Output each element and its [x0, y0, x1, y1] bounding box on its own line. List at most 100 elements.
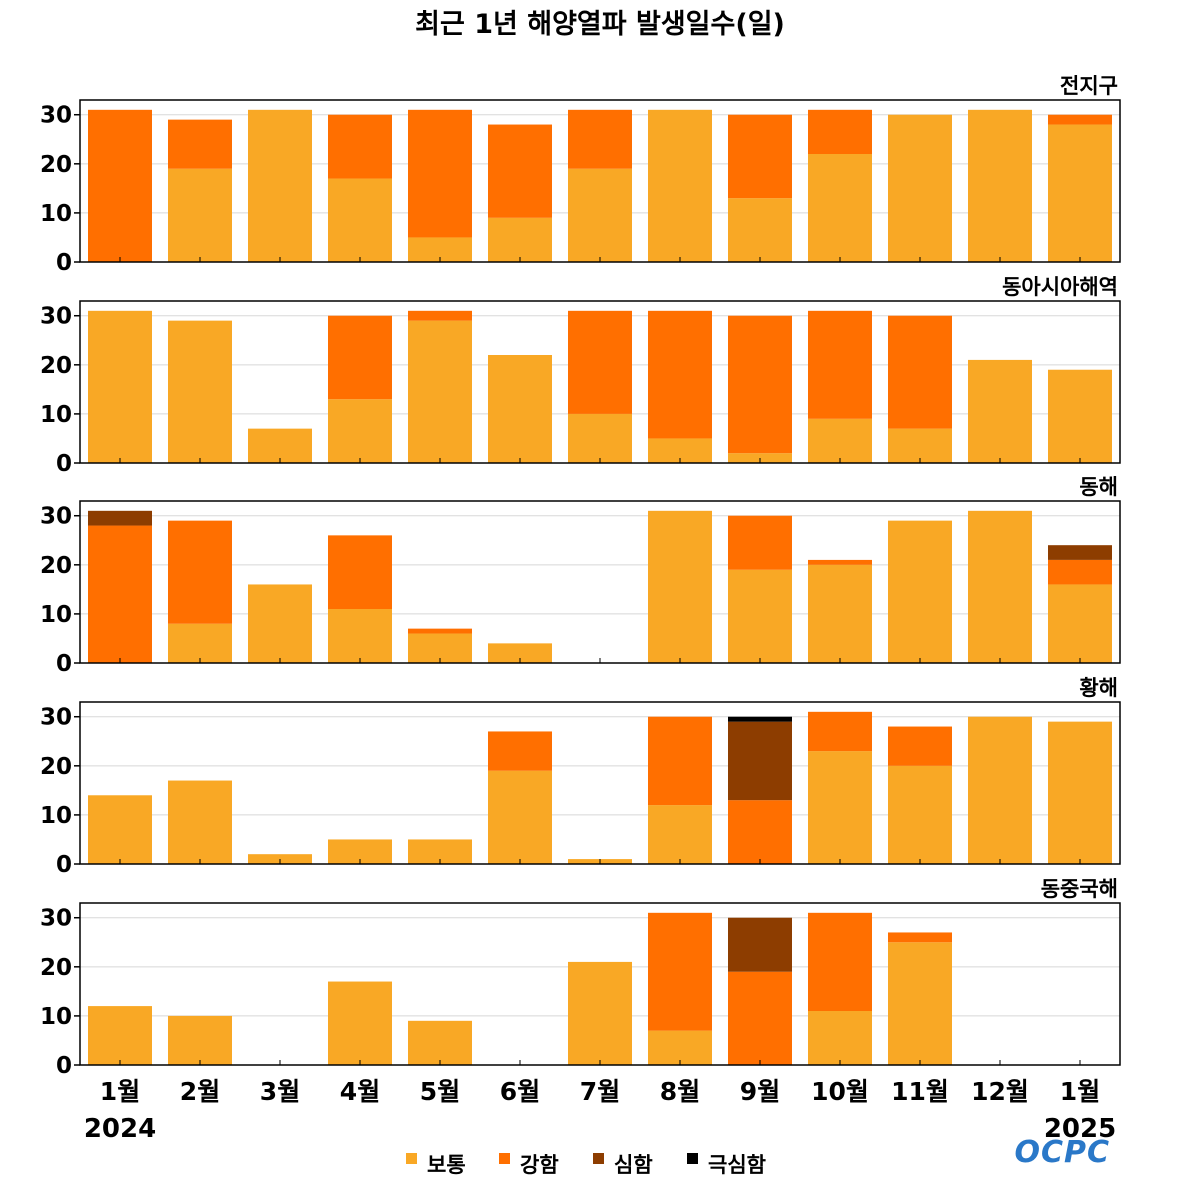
chart-title: 최근 1년 해양열파 발생일수(일) [415, 9, 785, 40]
bar-심함-9 [728, 721, 792, 801]
panel-frame [79, 701, 1121, 865]
legend-swatch-강함 [499, 1153, 510, 1164]
year-label-start: 2024 [84, 1114, 156, 1144]
bar-강함-13 [1048, 114, 1112, 125]
bar-보통-6 [488, 355, 552, 463]
bar-강함-9 [728, 315, 792, 454]
bar-보통-2 [168, 623, 232, 663]
bar-강함-8 [648, 310, 712, 439]
bar-보통-6 [488, 643, 552, 663]
bar-보통-2 [168, 320, 232, 463]
bar-강함-10 [808, 310, 872, 419]
region-label: 동해 [1079, 475, 1118, 499]
bar-보통-10 [808, 1011, 872, 1065]
panel-1: 전지구 0 10 20 30 [40, 74, 1121, 276]
bar-보통-3 [248, 428, 312, 463]
bar-보통-3 [248, 584, 312, 663]
bar-보통-13 [1048, 124, 1112, 262]
bar-심함-1 [88, 510, 152, 526]
bar-극심함-9 [728, 716, 792, 722]
y-tick-label: 30 [40, 103, 72, 129]
bar-보통-1 [88, 1006, 152, 1065]
x-tick-label: 5월 [420, 1077, 460, 1106]
bar-강함-10 [808, 559, 872, 565]
bar-강함-5 [408, 628, 472, 634]
bar-강함-11 [888, 315, 952, 429]
bar-보통-4 [328, 981, 392, 1065]
y-tick-label: 10 [40, 201, 72, 227]
bar-강함-1 [88, 109, 152, 263]
y-tick-label: 0 [56, 250, 72, 276]
x-tick-label: 3월 [260, 1077, 300, 1106]
y-tick-label: 0 [56, 1053, 72, 1079]
bar-강함-11 [888, 726, 952, 766]
y-tick-label: 0 [56, 651, 72, 677]
bar-강함-5 [408, 109, 472, 238]
region-label: 전지구 [1060, 74, 1118, 98]
panel-4: 황해 0 10 20 30 [40, 676, 1121, 878]
bar-보통-2 [168, 168, 232, 262]
y-tick-label: 20 [40, 553, 72, 579]
bar-보통-3 [248, 109, 312, 263]
bar-보통-4 [328, 399, 392, 463]
bar-강함-6 [488, 124, 552, 218]
bar-강함-9 [728, 800, 792, 864]
bar-강함-11 [888, 932, 952, 943]
legend-swatch-보통 [406, 1153, 417, 1164]
legend-swatch-극심함 [687, 1153, 698, 1164]
y-tick-label: 30 [40, 705, 72, 731]
bar-보통-13 [1048, 369, 1112, 463]
bar-보통-4 [328, 178, 392, 262]
x-axis: 1월 2월 3월 4월 5월 6월 7월 8월 9월 10월 11월 12월 1월 2024 2025 [84, 1077, 1116, 1144]
bar-보통-10 [808, 751, 872, 864]
panel-frame [79, 902, 1121, 1066]
panel-5: 동중국해 0 10 20 30 [40, 877, 1121, 1079]
bar-강함-2 [168, 119, 232, 169]
bar-보통-1 [88, 795, 152, 864]
y-tick-label: 20 [40, 955, 72, 981]
bar-강함-8 [648, 912, 712, 1031]
bar-보통-9 [728, 198, 792, 262]
bar-강함-4 [328, 114, 392, 179]
ocpc-logo: OCPC [1014, 1135, 1110, 1170]
bar-심함-9 [728, 917, 792, 972]
bar-보통-7 [568, 413, 632, 463]
x-tick-label: 9월 [740, 1077, 780, 1106]
bar-보통-10 [808, 418, 872, 463]
bar-심함-13 [1048, 545, 1112, 560]
y-tick-label: 20 [40, 152, 72, 178]
legend: 보통 강함 심함 극심함 [406, 1153, 766, 1177]
bar-보통-2 [168, 780, 232, 864]
legend-swatch-심함 [593, 1153, 604, 1164]
x-tick-label: 1월 [100, 1077, 140, 1106]
y-tick-label: 30 [40, 304, 72, 330]
x-tick-label: 11월 [891, 1077, 949, 1106]
legend-label: 심함 [614, 1153, 653, 1177]
bar-보통-6 [488, 770, 552, 864]
panel-frame [79, 500, 1121, 664]
x-tick-label: 2월 [180, 1077, 220, 1106]
region-label: 황해 [1079, 676, 1118, 700]
x-tick-label: 7월 [580, 1077, 620, 1106]
bar-보통-10 [808, 564, 872, 663]
region-label: 동아시아해역 [1002, 275, 1118, 299]
y-tick-label: 0 [56, 451, 72, 477]
bar-강함-9 [728, 515, 792, 570]
panel-2: 동아시아해역 0 10 20 30 [40, 275, 1121, 477]
y-tick-label: 30 [40, 504, 72, 530]
chart-panels: 전지구 0 10 20 30 동아시아해역 0 10 20 30 동해 0 10 20 30 황해 0 10 20 3… [40, 74, 1121, 1079]
bar-보통-8 [648, 805, 712, 864]
bar-보통-8 [648, 1030, 712, 1065]
legend-label: 보통 [427, 1153, 466, 1177]
bar-보통-9 [728, 569, 792, 663]
y-tick-label: 20 [40, 754, 72, 780]
bar-강함-10 [808, 912, 872, 1011]
x-tick-label: 8월 [660, 1077, 700, 1106]
y-tick-label: 10 [40, 1004, 72, 1030]
bar-보통-4 [328, 609, 392, 663]
bar-보통-1 [88, 310, 152, 463]
bar-강함-10 [808, 109, 872, 154]
panel-3: 동해 0 10 20 30 [40, 475, 1121, 677]
bar-강함-13 [1048, 559, 1112, 585]
